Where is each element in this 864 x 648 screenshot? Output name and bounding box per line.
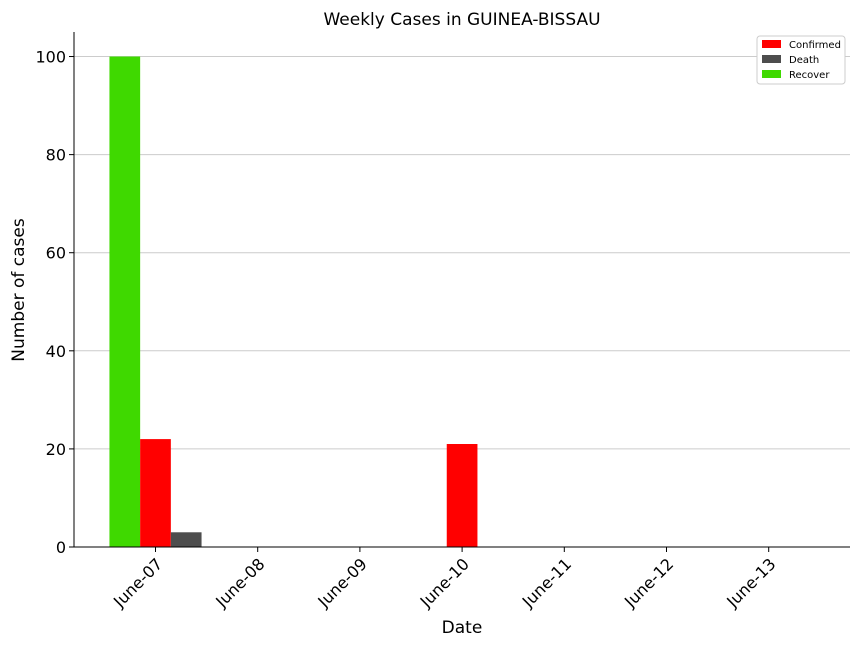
legend: Confirmed Death Recover xyxy=(756,35,846,85)
x-axis-label: Date xyxy=(442,618,483,638)
x-tick-label: June-12 xyxy=(620,554,677,611)
y-tick-label: 20 xyxy=(46,440,66,459)
y-tick-label: 60 xyxy=(46,244,66,263)
x-tick-label: June-07 xyxy=(109,554,166,611)
legend-swatch xyxy=(762,70,781,78)
y-tick-label: 0 xyxy=(56,538,66,557)
bar-death xyxy=(170,532,202,547)
x-tick-label: June-09 xyxy=(313,554,370,611)
x-ticks: June-07 June-08 June-09 June-10 June-11 June-… xyxy=(109,547,780,612)
gridlines xyxy=(74,56,850,450)
legend-swatch xyxy=(762,40,781,48)
y-axis-label: Number of cases xyxy=(9,218,29,362)
bar-recover xyxy=(109,56,141,548)
chart-title: Weekly Cases in GUINEA-BISSAU xyxy=(323,10,600,30)
x-tick-label: June-10 xyxy=(416,554,473,611)
y-ticks: 0 20 40 60 80 100 xyxy=(35,48,74,557)
y-tick-label: 40 xyxy=(46,342,66,361)
y-tick-label: 100 xyxy=(35,48,66,67)
legend-label: Death xyxy=(789,55,819,66)
x-tick-label: June-13 xyxy=(722,554,779,611)
x-tick-label: June-11 xyxy=(518,554,575,611)
bars xyxy=(109,56,478,548)
bar-confirmed xyxy=(446,444,478,547)
legend-swatch xyxy=(762,55,781,63)
legend-label: Confirmed xyxy=(789,40,841,51)
x-tick-label: June-08 xyxy=(211,554,268,611)
y-tick-label: 80 xyxy=(46,146,66,165)
bar-confirmed xyxy=(140,439,171,547)
legend-label: Recover xyxy=(789,70,830,81)
